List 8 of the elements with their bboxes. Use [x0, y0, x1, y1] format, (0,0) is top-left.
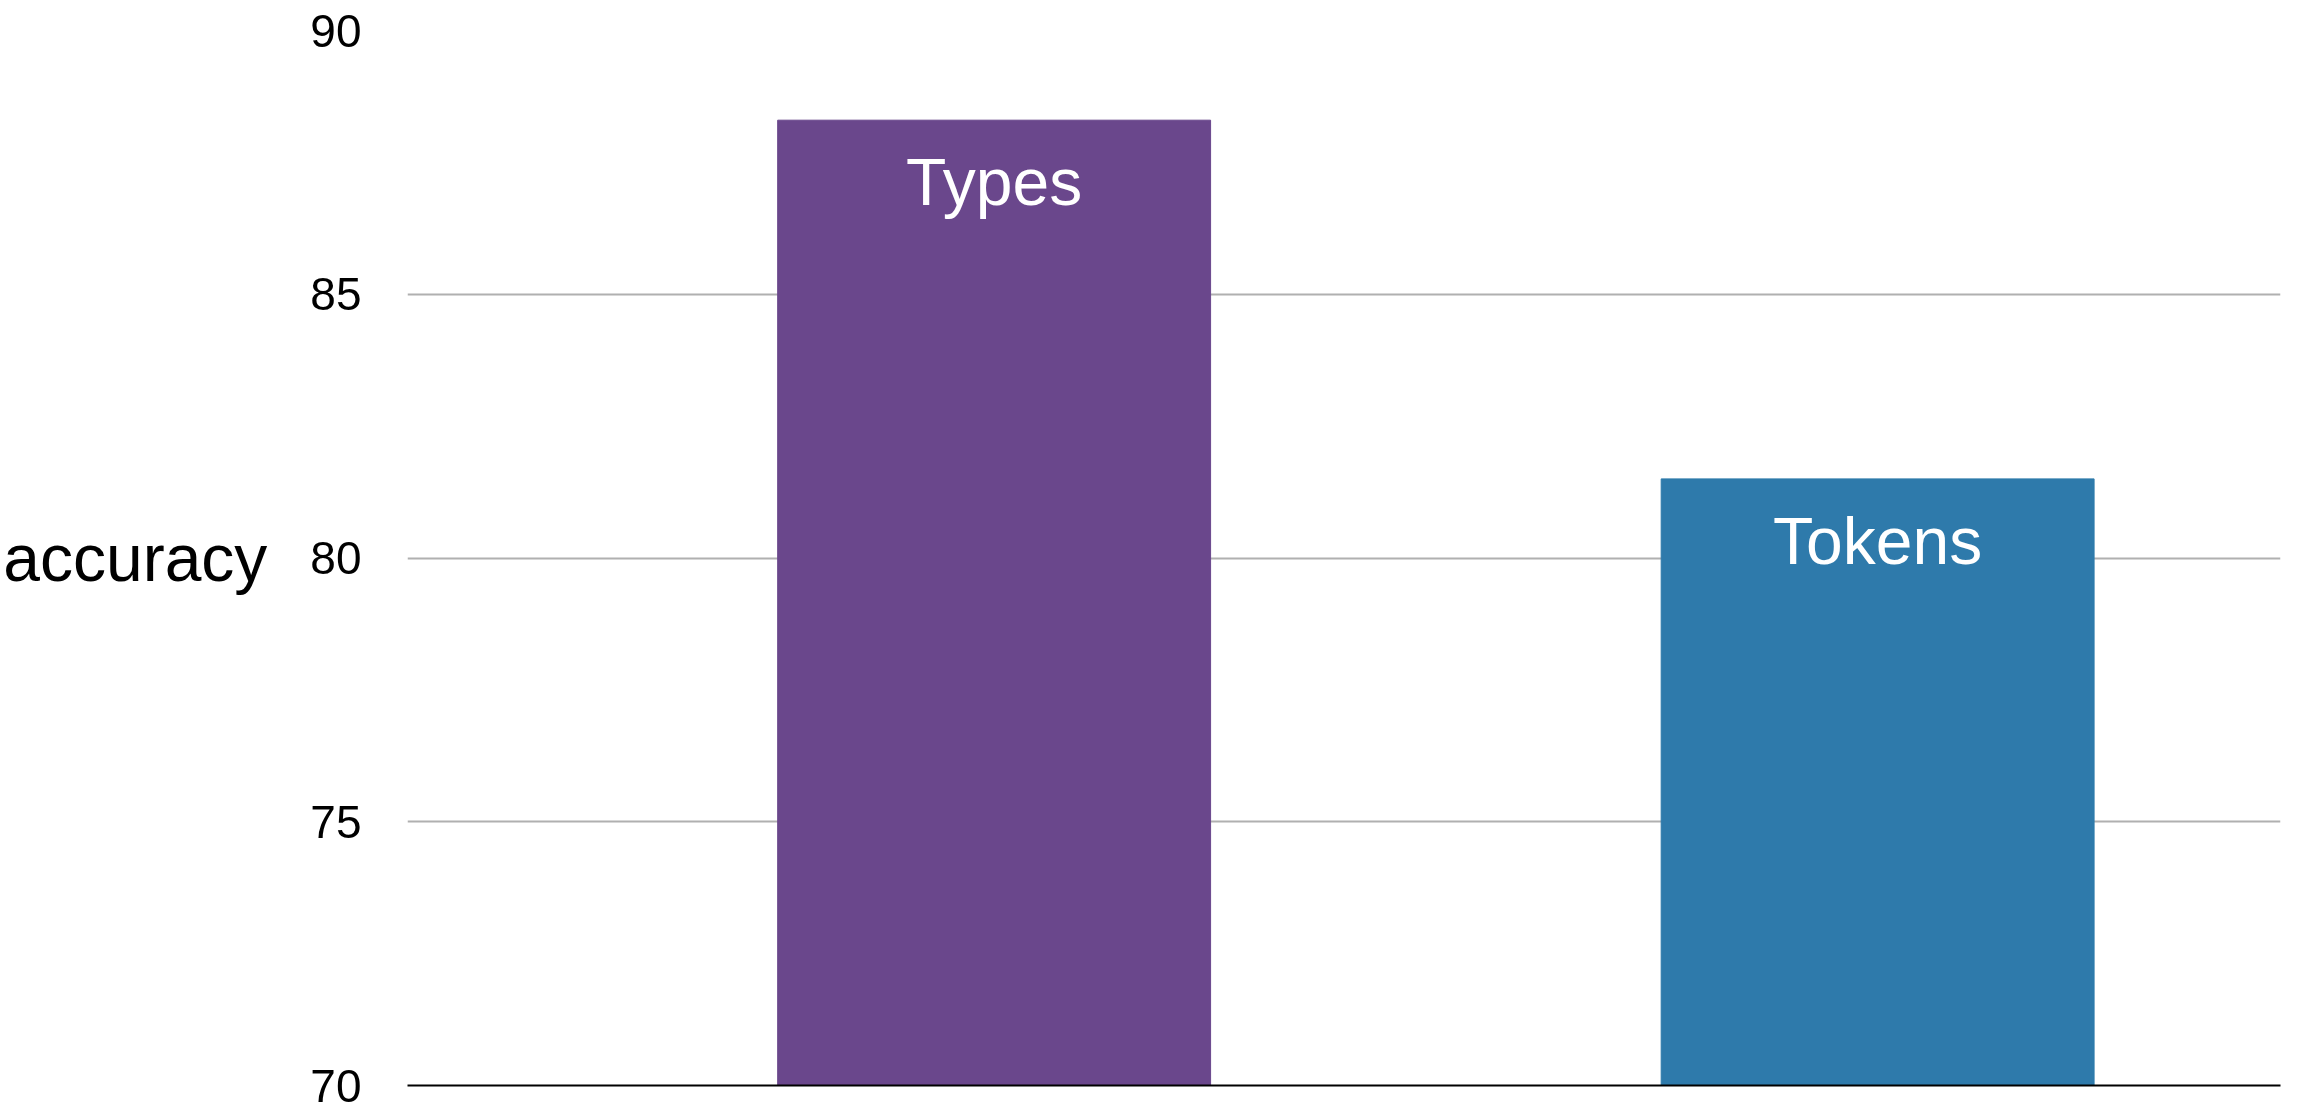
y-tick-label: 90: [310, 4, 362, 57]
y-tick-label: 70: [310, 1059, 362, 1112]
x-tick-label: Tokens: [1773, 503, 1983, 578]
x-tick-label: Types: [906, 145, 1083, 220]
y-tick-label: 80: [310, 532, 362, 584]
y-tick-label: 85: [310, 268, 362, 321]
y-axis-title: accuracy: [3, 521, 268, 595]
y-tick-label: 75: [310, 795, 362, 848]
